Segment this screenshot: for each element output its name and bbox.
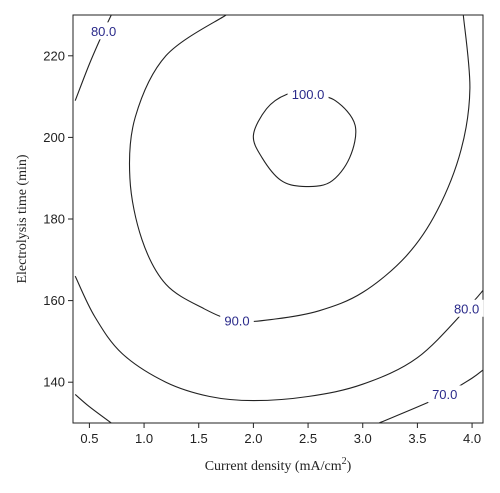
y-tick-label: 160 <box>43 293 65 308</box>
plot-frame <box>72 14 484 424</box>
x-tick-label: 1.5 <box>190 431 208 446</box>
contour-label-bg <box>449 299 484 317</box>
contour-label-bg <box>287 85 329 103</box>
y-axis-title: Electrolysis time (min) <box>15 154 30 283</box>
x-tick-label: 4.0 <box>463 431 481 446</box>
contour-label: 90.0 <box>224 314 249 329</box>
y-tick-label: 200 <box>43 130 65 145</box>
y-tick-label: 140 <box>43 375 65 390</box>
y-tick-label: 180 <box>43 212 65 227</box>
contour-labels: 100.0 90.0 80.0 80.0 70.0 <box>86 22 484 403</box>
x-tick-label: 3.0 <box>354 431 372 446</box>
x-axis-ticks: 0.5 1.0 1.5 2.0 2.5 3.0 3.5 4.0 <box>80 423 481 446</box>
contour-line <box>74 14 112 101</box>
x-tick-label: 0.5 <box>80 431 98 446</box>
contour-label: 70.0 <box>432 387 457 402</box>
contour-label: 80.0 <box>454 301 479 316</box>
contour-line <box>74 275 484 402</box>
x-tick-label: 1.0 <box>135 431 153 446</box>
contour-line <box>128 14 471 323</box>
x-tick-label: 3.5 <box>408 431 426 446</box>
y-tick-label: 220 <box>43 48 65 63</box>
y-axis-ticks: 140 160 180 200 220 <box>43 48 73 390</box>
x-tick-label: 2.5 <box>299 431 317 446</box>
contour-line <box>252 91 357 188</box>
x-axis-title: Current density (mA/cm2) <box>205 456 352 474</box>
contour-label-bg <box>86 22 121 40</box>
contour-label: 80.0 <box>91 24 116 39</box>
contour-label-bg <box>427 385 462 403</box>
contour-line <box>74 393 112 424</box>
contour-label: 100.0 <box>292 87 325 102</box>
contour-lines <box>74 14 484 424</box>
x-tick-label: 2.0 <box>244 431 262 446</box>
contour-label-bg <box>220 312 254 329</box>
